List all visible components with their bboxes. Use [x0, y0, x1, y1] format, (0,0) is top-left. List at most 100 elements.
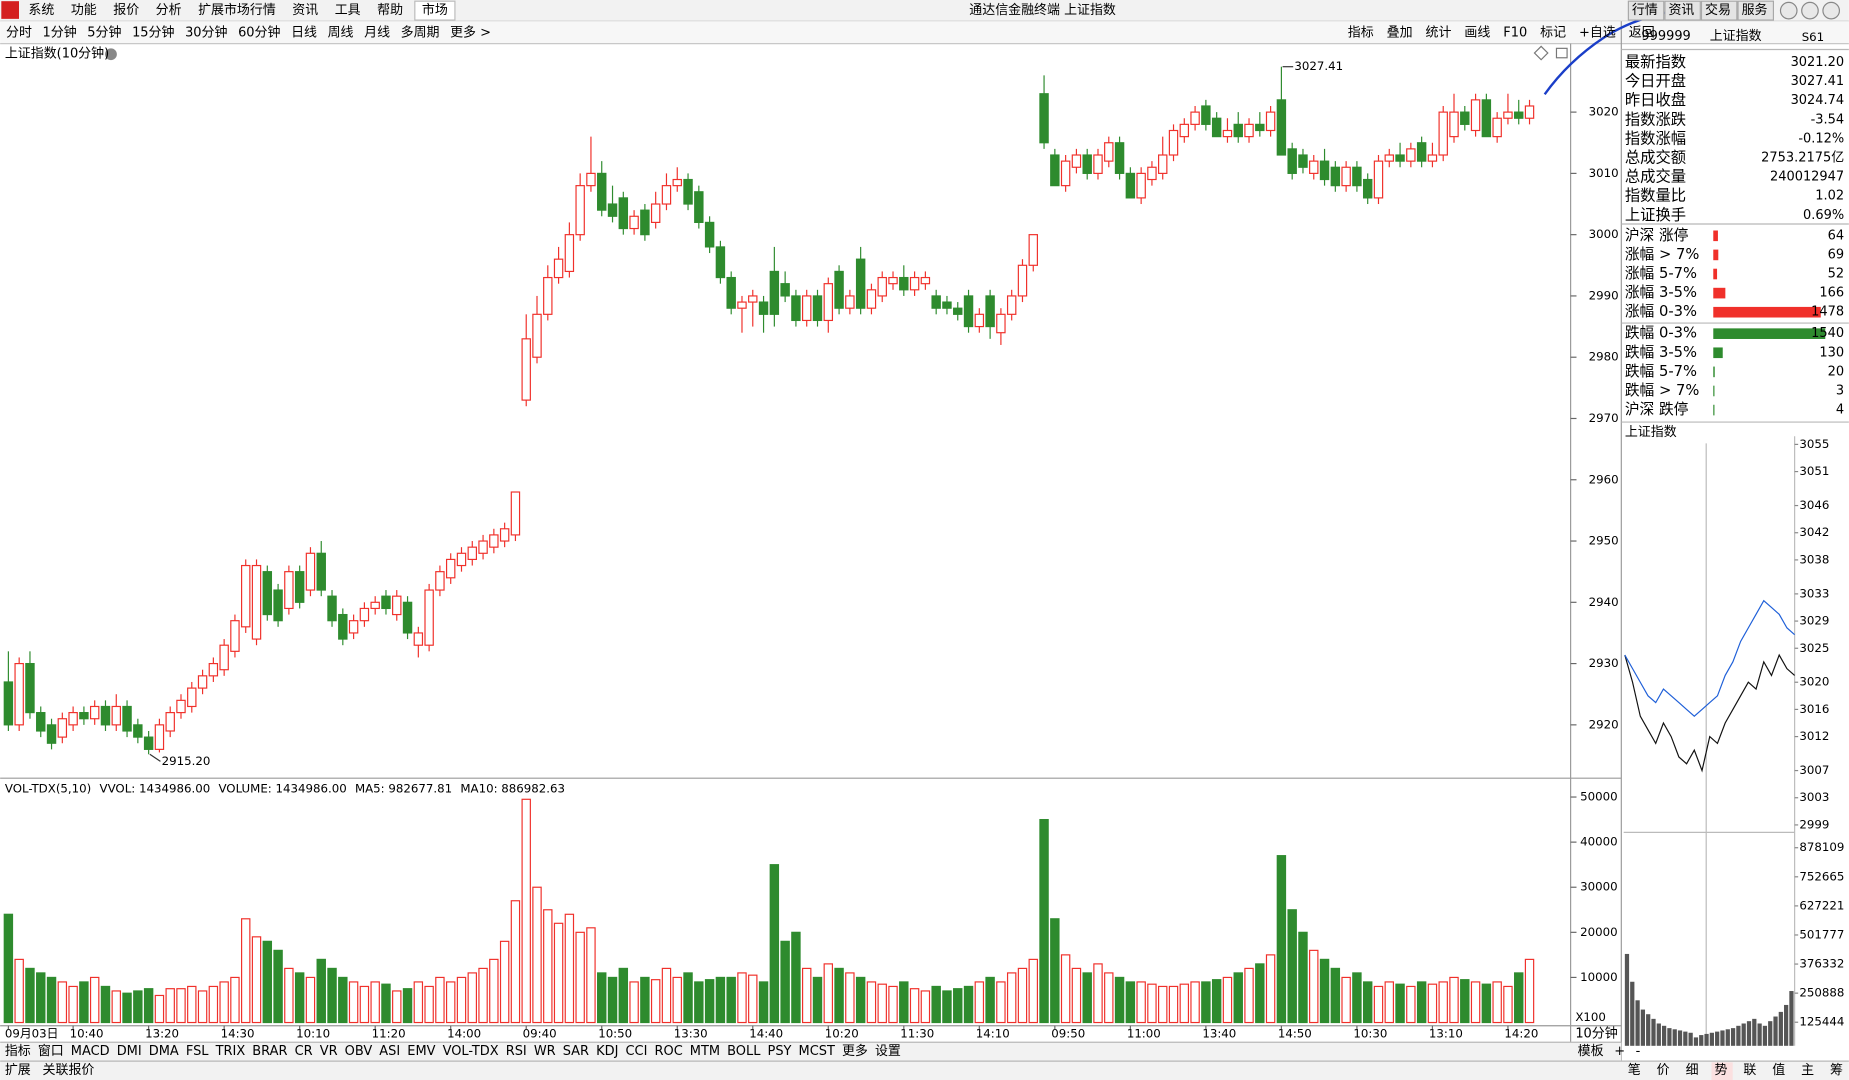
menu-item[interactable]: 帮助 — [377, 3, 403, 18]
tool-button[interactable]: +自选 — [1579, 26, 1616, 41]
period-tab[interactable]: 分时 — [6, 26, 32, 41]
menu-item[interactable]: 分析 — [156, 3, 182, 18]
side-tab[interactable]: 势 — [1714, 1062, 1727, 1078]
indicator-tab[interactable]: RSI — [506, 1044, 527, 1059]
window-control[interactable] — [1801, 1, 1819, 20]
period-tab[interactable]: 15分钟 — [132, 25, 174, 41]
period-tab[interactable]: 月线 — [364, 26, 390, 41]
title-dropdown[interactable] — [105, 48, 117, 61]
period-tab[interactable]: 周线 — [328, 26, 354, 41]
period-tab[interactable]: 1分钟 — [43, 25, 77, 41]
tool-button[interactable]: 画线 — [1464, 26, 1490, 41]
indicator-tab[interactable]: WR — [534, 1044, 556, 1059]
indicator-tab[interactable]: MACD — [71, 1044, 110, 1059]
indicator-tab[interactable]: VR — [320, 1044, 338, 1059]
candle-body — [640, 209, 650, 236]
menu-button[interactable] — [1627, 0, 1665, 21]
period-tab[interactable]: 60分钟 — [238, 25, 280, 41]
indicator-tab[interactable]: ROC — [654, 1044, 682, 1059]
tool-button[interactable]: 叠加 — [1387, 26, 1413, 41]
menu-button[interactable] — [1664, 0, 1701, 21]
period-tab[interactable]: 5分钟 — [87, 25, 121, 41]
window-control[interactable] — [1779, 1, 1798, 20]
candle-body — [909, 276, 920, 291]
indicator-tab[interactable]: OBV — [345, 1044, 373, 1059]
quote-label: 总成交额 — [1625, 148, 1686, 166]
indicator-tab[interactable]: VOL-TDX — [443, 1044, 499, 1059]
menu-market[interactable]: 市场 — [422, 2, 448, 18]
indicator-tab[interactable]: FSL — [186, 1044, 209, 1059]
period-tab[interactable]: 多周期 — [401, 26, 440, 41]
tool-button[interactable]: 返回 — [1629, 26, 1655, 41]
tool-button[interactable]: F10 — [1503, 26, 1527, 41]
side-tab[interactable]: 筹 — [1830, 1062, 1843, 1078]
candle-body — [1427, 154, 1438, 162]
indicator-tab[interactable]: ASI — [379, 1044, 400, 1059]
candle-body — [899, 276, 909, 291]
menu-item[interactable]: 资讯 — [292, 3, 318, 18]
indicator-tab[interactable]: TRIX — [215, 1044, 246, 1059]
tool-button[interactable]: 标记 — [1540, 26, 1566, 41]
menu-item[interactable]: 工具 — [335, 3, 361, 18]
indicator-tab[interactable]: CR — [295, 1044, 313, 1059]
x-tick-label: 09:50 — [1051, 1027, 1085, 1041]
side-tab[interactable]: 细 — [1686, 1063, 1699, 1078]
mini-tick-label: 3038 — [1799, 552, 1829, 566]
candle-body — [1481, 99, 1492, 138]
period-tab[interactable]: 日线 — [291, 26, 317, 41]
menu-button[interactable] — [1700, 0, 1738, 21]
indicator-tab[interactable]: MTM — [690, 1044, 720, 1059]
quote-value: 2753.2175亿 — [1761, 150, 1844, 165]
volume-bar — [1147, 983, 1157, 1024]
side-tab[interactable]: 价 — [1657, 1063, 1670, 1078]
candle-body — [1071, 154, 1082, 168]
menu-button-label[interactable]: 服务 — [1742, 2, 1768, 18]
menu-button-label[interactable]: 资讯 — [1668, 3, 1694, 18]
market-box — [414, 0, 456, 21]
period-tab[interactable]: 30分钟 — [185, 25, 227, 41]
candle-body — [208, 662, 219, 677]
side-tab[interactable]: 值 — [1772, 1062, 1785, 1078]
indicator-tab[interactable]: DMI — [117, 1044, 142, 1059]
indicator-tab[interactable]: BRAR — [252, 1044, 287, 1059]
tool-button[interactable]: 指标 — [1348, 26, 1374, 41]
menu-button-label[interactable]: 交易 — [1705, 2, 1731, 18]
indicator-tab[interactable]: PSY — [768, 1044, 792, 1059]
indicator-tab[interactable]: MCST — [799, 1044, 835, 1059]
status-item[interactable]: 扩展 — [5, 1063, 31, 1078]
indicator-tab[interactable]: 指标 — [5, 1044, 31, 1059]
indicator-tab[interactable]: EMV — [407, 1044, 435, 1059]
indicator-tab[interactable]: 更多 — [842, 1044, 868, 1059]
breadth-bar — [1713, 268, 1718, 280]
side-tab[interactable]: 笔 — [1628, 1062, 1641, 1078]
indicator-tab[interactable]: SAR — [563, 1044, 589, 1059]
volume-bar — [3, 913, 14, 1024]
indicator-tab[interactable]: CCI — [625, 1044, 647, 1059]
menu-item[interactable]: 系统 — [28, 3, 54, 18]
breadth-bar — [1713, 404, 1715, 416]
indicator-tab[interactable]: DMA — [149, 1044, 179, 1059]
status-item[interactable]: 关联报价 — [43, 1063, 95, 1078]
side-tab[interactable]: 联 — [1743, 1063, 1756, 1078]
tab-control[interactable]: 模板 — [1578, 1044, 1604, 1059]
breadth-label: 沪深 跌停 — [1625, 401, 1689, 418]
period-more[interactable]: 更多 > — [450, 26, 491, 41]
indicator-tab[interactable]: BOLL — [727, 1044, 761, 1059]
indicator-tab[interactable]: 窗口 — [38, 1043, 64, 1059]
candle-body — [629, 215, 639, 230]
quote-label: 昨日收盘 — [1625, 91, 1686, 109]
side-tab[interactable]: 主 — [1801, 1063, 1814, 1078]
tab-control[interactable]: - — [1636, 1044, 1641, 1059]
indicator-tab[interactable]: KDJ — [596, 1044, 618, 1059]
volume-bar — [273, 949, 283, 1024]
window-control[interactable] — [1822, 1, 1841, 20]
menu-button-label[interactable]: 行情 — [1632, 3, 1658, 18]
indicator-tab[interactable]: 设置 — [875, 1044, 901, 1059]
tool-button[interactable]: 统计 — [1426, 26, 1452, 41]
menu-item[interactable]: 报价 — [113, 3, 139, 18]
menu-item[interactable]: 功能 — [71, 3, 97, 18]
mini-tick-label: 3020 — [1799, 675, 1829, 689]
tab-control[interactable]: + — [1614, 1044, 1625, 1059]
menu-button[interactable] — [1737, 0, 1774, 21]
menu-item[interactable]: 扩展市场行情 — [198, 2, 276, 18]
